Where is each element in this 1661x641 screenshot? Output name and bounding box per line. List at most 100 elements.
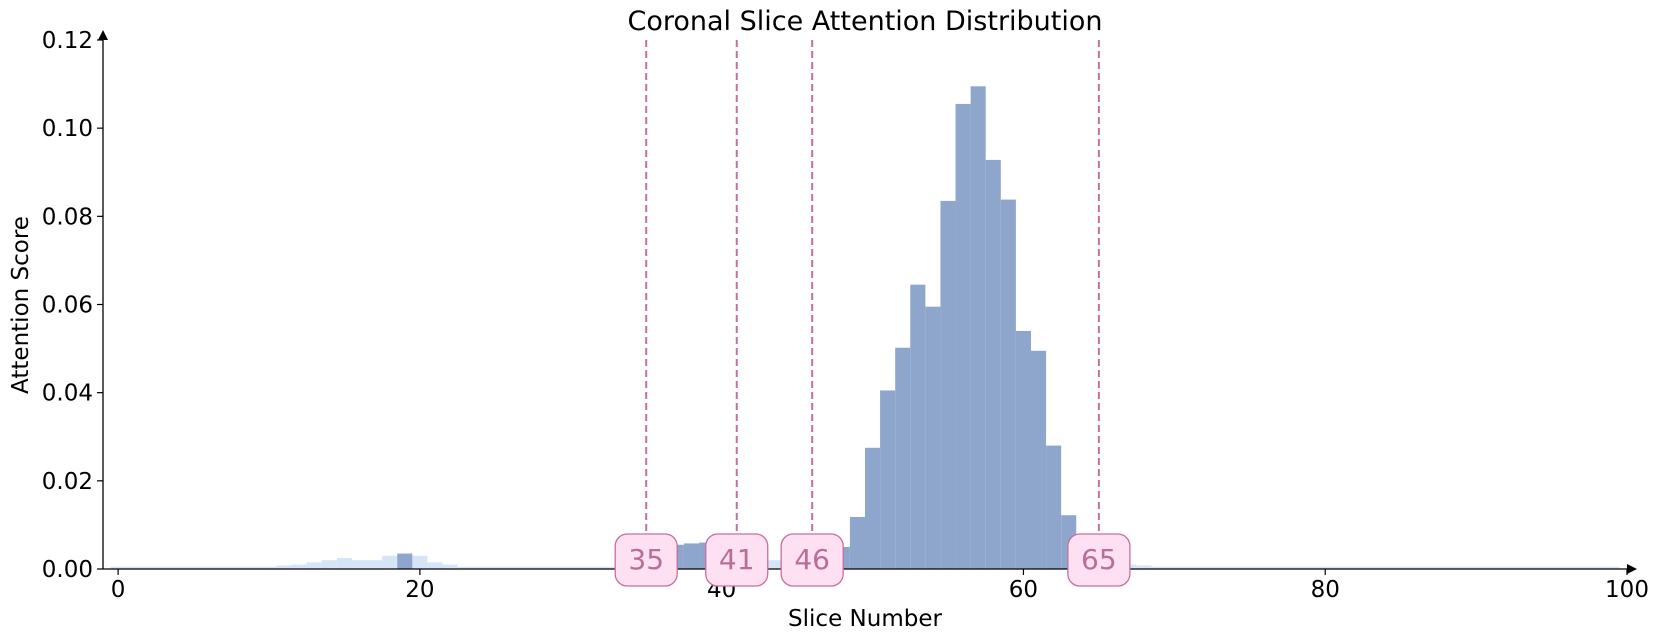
- y-tick-label: 0.06: [42, 293, 93, 319]
- background-bar: [533, 566, 549, 569]
- background-bar: [1181, 566, 1197, 569]
- background-bar: [1378, 566, 1394, 569]
- background-bar: [427, 562, 443, 569]
- y-tick-label: 0.12: [42, 28, 93, 54]
- background-bar: [1438, 566, 1454, 569]
- y-tick-label: 0.02: [42, 469, 93, 495]
- highlighted-bar: [910, 284, 926, 569]
- background-bar: [1393, 566, 1409, 569]
- y-tick-group: 0.00 0.02 0.04 0.06 0.08 0.10 0.12: [42, 28, 103, 583]
- background-bar: [125, 566, 141, 569]
- background-bar: [1559, 566, 1575, 569]
- y-axis-arrow-icon: [98, 30, 108, 40]
- highlighted-bar: [895, 347, 911, 569]
- background-bar: [502, 566, 518, 569]
- background-bar: [1136, 565, 1152, 569]
- background-bar: [1257, 566, 1273, 569]
- background-bar: [487, 566, 503, 569]
- background-bar: [1287, 566, 1303, 569]
- background-bar: [1227, 566, 1243, 569]
- highlighted-bar: [397, 553, 413, 569]
- background-bar: [1498, 566, 1514, 569]
- background-bar: [201, 566, 217, 569]
- background-bar: [382, 555, 398, 569]
- background-bar: [472, 566, 488, 569]
- highlighted-bar: [1046, 445, 1062, 569]
- background-bar: [155, 566, 171, 569]
- highlighted-bar: [683, 543, 700, 569]
- background-bar: [517, 566, 534, 569]
- highlighted-bar: [880, 390, 896, 569]
- marker-label-box: [614, 533, 678, 587]
- background-bar: [1453, 566, 1469, 569]
- background-bar: [1468, 566, 1484, 569]
- background-bar: [1317, 566, 1333, 569]
- background-bar: [457, 566, 473, 569]
- marker-label: 41: [719, 543, 755, 576]
- background-bar: [110, 566, 126, 569]
- highlighted-bar: [955, 103, 971, 569]
- background-bar: [1272, 566, 1288, 569]
- highlighted-bars: [397, 86, 1092, 569]
- background-bar: [140, 566, 156, 569]
- marker-label: 35: [628, 543, 664, 576]
- background-bar: [1196, 566, 1213, 569]
- highlighted-bar: [940, 200, 956, 569]
- background-bar: [170, 566, 186, 569]
- background-bar: [1166, 566, 1182, 569]
- background-bar: [1423, 566, 1439, 569]
- background-bar: [1574, 566, 1590, 569]
- background-bar: [1151, 566, 1167, 569]
- background-bar: [351, 560, 368, 569]
- background-bar: [412, 555, 428, 569]
- x-tick-label: 80: [1311, 577, 1340, 603]
- background-bar: [1528, 566, 1545, 569]
- background-bar: [336, 557, 352, 569]
- background-bar: [1347, 566, 1363, 569]
- background-bar: [276, 565, 292, 569]
- background-bar: [1589, 566, 1605, 569]
- y-tick-label: 0.00: [42, 557, 93, 583]
- background-bar: [1604, 566, 1620, 569]
- background-bar: [246, 566, 262, 569]
- background-bar: [185, 566, 202, 569]
- background-bar: [291, 564, 307, 569]
- background-bar: [1408, 566, 1424, 569]
- marker-label-box: [1067, 533, 1131, 587]
- background-bar: [231, 566, 247, 569]
- highlighted-bar: [1015, 330, 1031, 569]
- y-tick-label: 0.08: [42, 204, 93, 230]
- background-bar: [1242, 566, 1258, 569]
- marker-label-box: [780, 533, 844, 587]
- marker-group: 35 41 46 65: [614, 40, 1131, 587]
- highlighted-bar: [1000, 199, 1016, 569]
- background-bar: [593, 566, 609, 569]
- background-bar: [578, 566, 594, 569]
- background-bar: [1483, 566, 1499, 569]
- marker-label-box: [705, 533, 769, 587]
- marker-label: 65: [1081, 543, 1117, 576]
- background-bar: [216, 566, 232, 569]
- marker-label: 46: [794, 543, 830, 576]
- x-tick-label: 100: [1605, 577, 1649, 603]
- highlighted-bar: [865, 447, 881, 569]
- background-bar: [442, 564, 458, 569]
- background-bar: [367, 560, 383, 569]
- x-tick-label: 60: [1009, 577, 1038, 603]
- highlighted-bar: [970, 86, 986, 569]
- highlighted-bar: [985, 159, 1001, 569]
- chart-title: Coronal Slice Attention Distribution: [627, 6, 1102, 37]
- y-axis-label: Attention Score: [8, 216, 34, 394]
- background-bar: [321, 560, 337, 569]
- highlighted-bar: [849, 516, 865, 569]
- x-axis-arrow-icon: [1627, 564, 1637, 574]
- background-bar: [1212, 566, 1228, 569]
- background-bar: [1302, 566, 1318, 569]
- highlighted-bar: [1030, 350, 1047, 569]
- background-bar: [306, 562, 322, 569]
- x-tick-label: 20: [405, 577, 434, 603]
- x-tick-label: 0: [111, 577, 126, 603]
- background-bar: [261, 566, 277, 569]
- background-bar: [1332, 566, 1348, 569]
